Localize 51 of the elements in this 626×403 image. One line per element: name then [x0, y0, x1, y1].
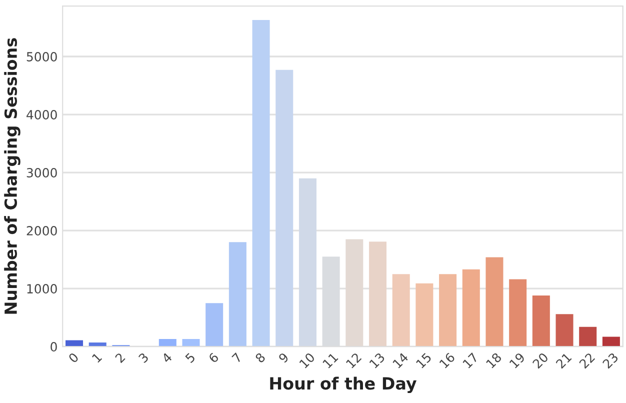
x-tick-label: 13: [368, 352, 386, 369]
bar: [509, 279, 527, 347]
bar: [298, 178, 316, 347]
x-tick-label: 5: [184, 352, 196, 364]
bar: [252, 20, 270, 347]
x-tick-label: 11: [322, 352, 338, 368]
x-tick-label: 22: [578, 352, 596, 369]
x-tick-label: 16: [439, 352, 456, 369]
bar: [392, 274, 410, 347]
bar: [486, 257, 504, 347]
x-tick-label: 19: [509, 352, 526, 369]
bar: [439, 274, 457, 347]
x-tick-label: 23: [602, 352, 619, 369]
bar: [66, 340, 84, 347]
x-tick-label: 10: [298, 352, 316, 369]
x-tick-label: 17: [462, 352, 478, 368]
y-tick-label: 4000: [26, 110, 57, 120]
x-tick-label: 8: [254, 352, 266, 364]
x-tick-label: 3: [138, 352, 149, 364]
bar: [206, 303, 224, 347]
x-tick-label: 15: [416, 352, 432, 369]
y-tick-label: 0: [50, 342, 57, 352]
y-tick-label: 1000: [27, 284, 57, 294]
x-tick-label: 2: [114, 352, 126, 364]
bar: [532, 296, 550, 347]
bar: [556, 314, 574, 347]
y-tick-label: 2000: [26, 226, 57, 236]
y-tick-label: 5000: [26, 52, 57, 62]
bar: [579, 326, 597, 347]
bar: [369, 242, 387, 347]
x-tick-label: 4: [161, 352, 172, 364]
x-tick-label: 6: [208, 352, 220, 364]
bar: [462, 269, 480, 347]
x-tick-label: 18: [486, 352, 502, 369]
x-tick-label: 21: [555, 352, 572, 369]
x-tick-label: 7: [232, 352, 242, 364]
x-tick-label: 14: [392, 352, 409, 368]
x-tick-label: 9: [278, 352, 290, 364]
bar: [158, 339, 176, 347]
x-tick-label: 0: [68, 352, 80, 364]
bar: [182, 339, 200, 347]
y-tick-label: 3000: [26, 168, 57, 178]
y-axis-title: Number of Charging Sessions: [4, 38, 20, 314]
x-tick-label: 12: [346, 352, 362, 368]
x-axis-title: Hour of the Day: [270, 376, 417, 394]
bar: [228, 242, 246, 347]
x-tick-label: 1: [92, 352, 102, 363]
bar: [276, 70, 294, 347]
x-tick-label: 20: [532, 352, 549, 369]
bar: [416, 283, 434, 347]
bar: [602, 336, 620, 347]
